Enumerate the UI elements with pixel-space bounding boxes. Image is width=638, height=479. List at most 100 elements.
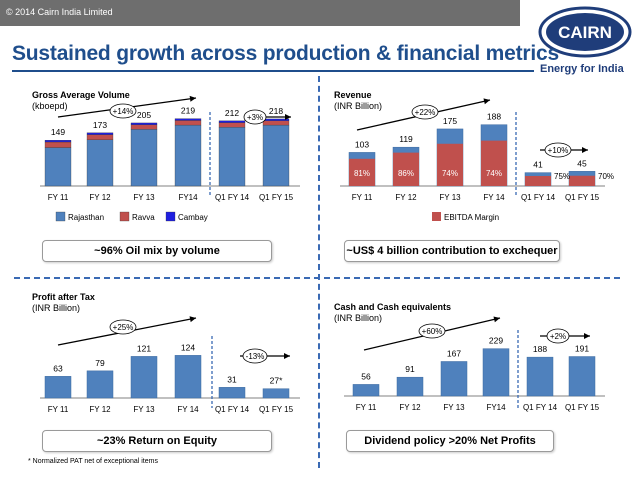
tagline: Energy for India [540, 63, 624, 75]
revenue-growth-label: +10% [548, 146, 569, 155]
revenue-ebitda-bar [437, 143, 463, 186]
cash-value-label: 229 [489, 336, 503, 346]
pat-category-label: FY 11 [48, 405, 69, 414]
cash-callout: Dividend policy >20% Net Profits [346, 430, 554, 452]
production-callout: ~96% Oil mix by volume [42, 240, 272, 262]
production-category-label: FY14 [178, 193, 198, 202]
pat-growth-label: -13% [246, 352, 265, 361]
revenue-category-label: Q1 FY 14 [521, 193, 556, 202]
pat-category-label: FY 14 [177, 405, 199, 414]
cash-value-label: 191 [575, 344, 589, 354]
revenue-value-label: 188 [487, 112, 501, 122]
revenue-legend-label: EBITDA Margin [444, 213, 499, 222]
production-subtitle: (kboepd) [32, 101, 68, 111]
revenue-ebitda-bar [481, 140, 507, 186]
cash-growth-badge [546, 328, 570, 344]
production-bar-cambay [44, 140, 72, 143]
cash-category-label: FY 13 [443, 403, 465, 412]
production-growth-label: +14% [113, 107, 134, 116]
production-value-label: 149 [51, 127, 65, 137]
revenue-growth-badge [544, 142, 572, 158]
production-bar-rajasthan [174, 124, 202, 187]
cash-bar [440, 361, 468, 397]
cash-growth-badge [418, 323, 446, 339]
pat-value-label: 31 [227, 374, 237, 384]
production-bar-cambay [218, 120, 246, 123]
cash-category-label: FY 11 [356, 403, 377, 412]
cash-bar [482, 348, 510, 397]
title-rule [12, 70, 534, 72]
production-bar-rajasthan [44, 147, 72, 187]
revenue-category-label: FY 11 [352, 193, 373, 202]
revenue-growth-badge [411, 104, 439, 120]
production-value-label: 218 [269, 106, 283, 116]
page-title: Sustained growth across production & fin… [12, 42, 559, 65]
production-growth-badge [109, 103, 137, 119]
revenue-category-label: Q1 FY 15 [565, 193, 600, 202]
revenue-margin-label: 86% [398, 169, 414, 178]
revenue-growth-label: +22% [415, 108, 436, 117]
production-bar-cambay [174, 118, 202, 121]
revenue-ebitda-bar [349, 158, 375, 186]
pat-bar [174, 355, 202, 399]
production-value-label: 219 [181, 106, 195, 116]
footnote: * Normalized PAT net of exceptional item… [28, 458, 158, 465]
pat-growth-arrowhead [284, 353, 290, 359]
production-growth-badge [243, 109, 267, 125]
cash-bar [396, 376, 424, 397]
revenue-value-label: 119 [399, 134, 413, 144]
revenue-margin-label: 74% [486, 169, 502, 178]
logo-inner-ellipse [546, 13, 624, 51]
revenue-title-block: Revenue (INR Billion) [334, 90, 382, 112]
revenue-value-label: 175 [443, 116, 457, 126]
production-legend-label: Ravva [132, 213, 155, 222]
cash-bar [568, 356, 596, 397]
production-category-label: Q1 FY 15 [259, 193, 294, 202]
cash-bar [526, 356, 554, 397]
cash-category-label: FY 12 [399, 403, 421, 412]
production-chart: 149 FY 11 173 FY 12 205 FY 13 219 FY14 212 Q1 FY … [40, 95, 300, 222]
pat-bar [130, 356, 158, 399]
pat-value-label: 124 [181, 342, 195, 352]
revenue-value-label: 45 [577, 158, 587, 168]
revenue-ebitda-bar [393, 152, 419, 186]
production-growth-arrowhead [285, 114, 291, 120]
pat-bar [44, 376, 72, 399]
pat-subtitle: (INR Billion) [32, 303, 81, 313]
production-category-label: FY 13 [133, 193, 155, 202]
vertical-divider [318, 76, 320, 468]
pat-category-label: Q1 FY 14 [215, 405, 250, 414]
production-title-block: Gross Average Volume (kboepd) [32, 90, 130, 112]
cash-growth-label: +2% [550, 332, 566, 341]
cash-category-label: FY14 [486, 403, 506, 412]
production-category-label: FY 11 [48, 193, 69, 202]
cash-category-label: Q1 FY 14 [523, 403, 558, 412]
pat-growth-badge [109, 319, 137, 335]
production-bar-rajasthan [262, 124, 290, 187]
revenue-value-label: 41 [533, 160, 543, 170]
pat-callout: ~23% Return on Equity [42, 430, 272, 452]
revenue-subtitle: (INR Billion) [334, 101, 383, 111]
pat-growth-label: +25% [113, 323, 134, 332]
pat-value-label: 79 [95, 358, 105, 368]
revenue-ebitda-bar [569, 175, 595, 186]
production-value-label: 173 [93, 120, 107, 130]
revenue-title: Revenue [334, 90, 372, 100]
production-bar-rajasthan [218, 127, 246, 187]
cash-growth-label: +60% [422, 327, 443, 336]
production-value-label: 212 [225, 108, 239, 118]
pat-value-label: 121 [137, 343, 151, 353]
revenue-category-label: FY 14 [483, 193, 505, 202]
revenue-margin-label: 75% [554, 172, 570, 181]
pat-bar [86, 370, 114, 399]
horizontal-divider [14, 277, 620, 279]
cash-subtitle: (INR Billion) [334, 313, 383, 323]
pat-value-label: 63 [53, 363, 63, 373]
pat-category-label: FY 13 [133, 405, 155, 414]
production-title: Gross Average Volume [32, 90, 130, 100]
production-category-label: Q1 FY 14 [215, 193, 250, 202]
cash-growth-arrowhead [584, 333, 590, 339]
production-legend-label: Rajasthan [68, 213, 104, 222]
production-legend-swatch [165, 211, 176, 222]
